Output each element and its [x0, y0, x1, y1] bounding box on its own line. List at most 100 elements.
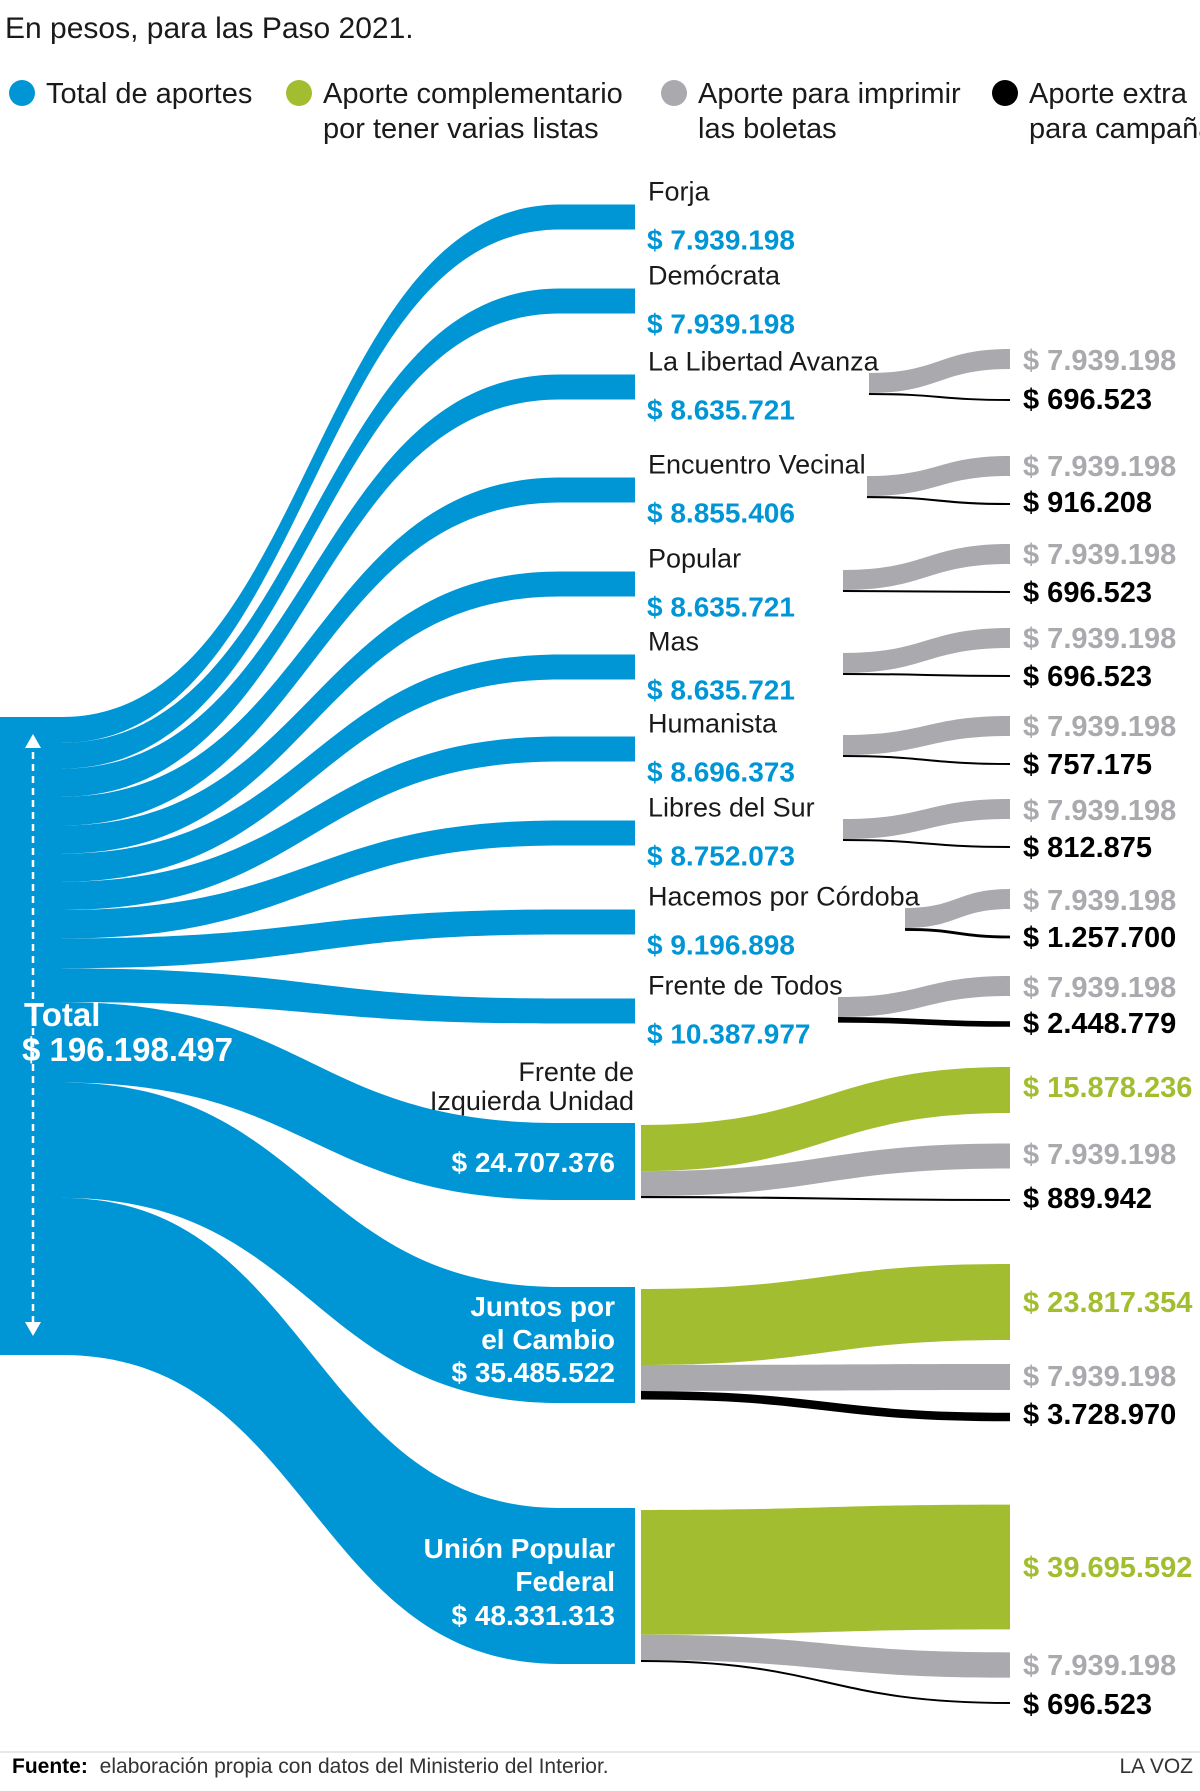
breakdown-values: $ 7.939.198 $ 696.523 $ 7.939.198 $ 916.208…: [1023, 345, 1192, 1721]
breakdown-link-10-extra: [640, 1196, 1011, 1202]
total-label: Total: [24, 996, 100, 1033]
flow-link-5: [62, 654, 560, 882]
breakdown-value-12-complementario: $ 39.695.592: [1023, 1552, 1192, 1584]
party-node-9: [560, 998, 635, 1024]
breakdown-link-11-complementario: [641, 1264, 1010, 1365]
party-name-7: Libres del Sur: [648, 793, 815, 823]
breakdown-link-12-extra: [640, 1660, 1011, 1704]
legend-label-complementario-0: Aporte complementario: [323, 78, 623, 110]
party-name-1: Demócrata: [648, 261, 781, 291]
breakdown-link-8-extra: [904, 927, 1011, 939]
breakdown-value-5-imprimir: $ 7.939.198: [1023, 623, 1176, 655]
breakdown-value-11-extra: $ 3.728.970: [1023, 1399, 1176, 1431]
breakdown-link-6-extra: [842, 755, 1011, 765]
legend-label-total-0: Total de aportes: [46, 78, 252, 110]
breakdown-link-4-imprimir: [843, 544, 1010, 590]
breakdown-value-12-extra: $ 696.523: [1023, 1689, 1152, 1721]
party-name-12-0: Unión Popular: [424, 1533, 615, 1564]
legend-label-imprimir-0: Aporte para imprimir: [698, 78, 961, 110]
party-name-0: Forja: [648, 177, 710, 207]
total-range-arrow: [25, 734, 41, 1336]
party-node-7: [560, 820, 635, 846]
party-total-0: $ 7.939.198: [647, 225, 795, 256]
flow-link-1: [62, 288, 560, 769]
breakdown-link-7-extra: [842, 839, 1011, 848]
breakdown-link-5-extra: [842, 673, 1011, 677]
party-total-11: $ 35.485.522: [452, 1357, 616, 1388]
legend-label-complementario-1: por tener varias listas: [323, 113, 599, 145]
breakdown-value-8-extra: $ 1.257.700: [1023, 922, 1176, 954]
party-total-6: $ 8.696.373: [647, 757, 795, 788]
breakdown-value-10-imprimir: $ 7.939.198: [1023, 1139, 1176, 1171]
party-name-4: Popular: [648, 544, 741, 574]
legend-label-extra-1: para campaña: [1029, 113, 1200, 145]
party-total-10: $ 24.707.376: [452, 1147, 616, 1178]
breakdown-link-12-complementario: [641, 1504, 1010, 1635]
party-name-10-0: Frente de: [518, 1057, 634, 1087]
breakdown-value-7-imprimir: $ 7.939.198: [1023, 795, 1176, 827]
breakdown-link-8-imprimir: [905, 889, 1010, 928]
party-name-11-0: Juntos por: [470, 1291, 615, 1322]
party-node-8: [560, 909, 635, 935]
party-node-3: [560, 477, 635, 503]
footer: Fuente: elaboración propia con datos del…: [0, 1751, 1200, 1778]
party-name-5: Mas: [648, 627, 699, 657]
party-name-8: Hacemos por Córdoba: [648, 882, 921, 912]
breakdown-link-10-complementario: [641, 1066, 1010, 1172]
flow-link-6: [62, 736, 560, 910]
flow-link-9: [62, 968, 560, 1024]
chart-subtitle: En pesos, para las Paso 2021.: [5, 12, 414, 45]
party-total-12: $ 48.331.313: [452, 1600, 616, 1631]
flow-link-3: [62, 477, 560, 826]
party-name-3: Encuentro Vecinal: [648, 450, 866, 480]
breakdown-value-6-imprimir: $ 7.939.198: [1023, 711, 1176, 743]
flow-link-10: [62, 1002, 560, 1200]
party-total-4: $ 8.635.721: [647, 592, 795, 623]
breakdown-value-4-extra: $ 696.523: [1023, 577, 1152, 609]
party-node-1: [560, 288, 635, 314]
breakdown-value-9-imprimir: $ 7.939.198: [1023, 972, 1176, 1004]
flow-link-2: [62, 374, 560, 797]
breakdown-links: [640, 349, 1011, 1704]
breakdown-value-11-imprimir: $ 7.939.198: [1023, 1361, 1176, 1393]
breakdown-link-12-imprimir: [641, 1634, 1010, 1678]
party-node-0: [560, 204, 635, 230]
breakdown-value-4-imprimir: $ 7.939.198: [1023, 539, 1176, 571]
source-text: elaboración propia con datos del Ministe…: [100, 1755, 609, 1778]
party-node-11: [560, 1287, 635, 1403]
total-value: $ 196.198.497: [22, 1031, 233, 1068]
breakdown-value-2-imprimir: $ 7.939.198: [1023, 345, 1176, 377]
source-note: Fuente: elaboración propia con datos del…: [12, 1755, 609, 1778]
breakdown-link-7-imprimir: [843, 799, 1010, 839]
legend-swatch-total: [9, 80, 35, 106]
breakdown-value-8-imprimir: $ 7.939.198: [1023, 885, 1176, 917]
party-total-7: $ 8.752.073: [647, 841, 795, 872]
flow-link-4: [62, 571, 560, 854]
party-labels: Forja $ 7.939.198 Demócrata $ 7.939.198 La L…: [424, 177, 921, 1632]
breakdown-link-5-imprimir: [843, 628, 1010, 673]
breakdown-link-4-extra: [842, 590, 1011, 593]
breakdown-value-12-imprimir: $ 7.939.198: [1023, 1650, 1176, 1682]
flow-link-0: [62, 204, 560, 743]
party-name-10-1: Izquierda Unidad: [430, 1086, 634, 1116]
flow-link-7: [62, 820, 560, 939]
party-name-2: La Libertad Avanza: [648, 347, 880, 377]
breakdown-value-2-extra: $ 696.523: [1023, 384, 1152, 416]
breakdown-link-3-imprimir: [867, 456, 1010, 496]
breakdown-link-10-imprimir: [641, 1143, 1010, 1197]
party-nodes: [560, 204, 635, 1664]
breakdown-value-10-complementario: $ 15.878.236: [1023, 1072, 1192, 1104]
party-node-12: [560, 1508, 635, 1664]
breakdown-value-3-imprimir: $ 7.939.198: [1023, 451, 1176, 483]
chart-header: En pesos, para las Paso 2021.: [5, 12, 414, 45]
party-node-10: [560, 1123, 635, 1200]
source-label: Fuente:: [12, 1755, 88, 1778]
breakdown-link-6-imprimir: [843, 716, 1010, 755]
legend-label-imprimir-1: las boletas: [698, 113, 837, 145]
breakdown-link-11-extra: [640, 1390, 1011, 1422]
legend-label-extra-0: Aporte extra: [1029, 78, 1188, 110]
breakdown-link-2-imprimir: [869, 349, 1010, 393]
party-total-9: $ 10.387.977: [647, 1019, 811, 1050]
breakdown-value-11-complementario: $ 23.817.354: [1023, 1287, 1192, 1319]
